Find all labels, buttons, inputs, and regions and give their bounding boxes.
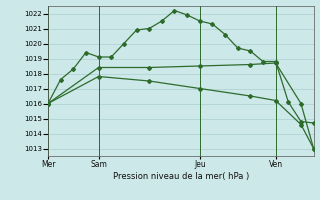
X-axis label: Pression niveau de la mer( hPa ): Pression niveau de la mer( hPa ) [113,172,249,181]
